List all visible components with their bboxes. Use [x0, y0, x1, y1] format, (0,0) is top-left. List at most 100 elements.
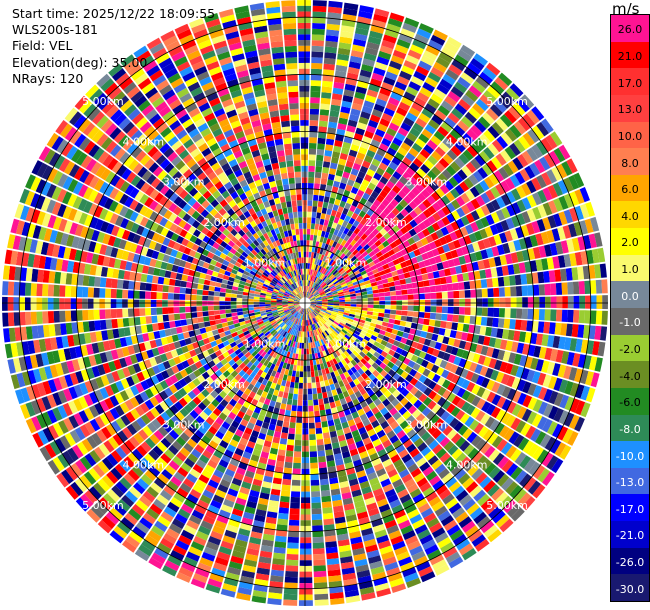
range-gate	[470, 307, 477, 316]
range-gate	[277, 366, 283, 374]
range-gate	[310, 228, 315, 235]
range-gate	[485, 202, 496, 214]
range-gate	[301, 463, 310, 469]
range-gate	[460, 215, 470, 226]
range-gate	[355, 27, 369, 36]
range-gate	[410, 276, 418, 283]
range-gate	[181, 360, 190, 369]
range-gate	[341, 567, 355, 575]
range-gate	[359, 319, 366, 324]
range-gate	[323, 314, 330, 319]
range-gate	[343, 408, 351, 416]
range-gate	[454, 141, 466, 153]
range-gate	[336, 128, 346, 136]
range-gate	[344, 508, 356, 517]
range-gate	[400, 337, 408, 344]
range-gate	[474, 154, 486, 167]
range-gate	[395, 132, 406, 142]
range-gate	[254, 406, 262, 414]
range-gate	[201, 551, 216, 562]
range-gate	[320, 333, 325, 339]
range-gate	[278, 390, 284, 398]
range-gate	[189, 488, 202, 499]
range-gate	[322, 426, 329, 434]
range-gate	[332, 330, 339, 336]
range-gate	[401, 185, 411, 195]
range-gate	[282, 297, 289, 300]
range-gate	[396, 416, 406, 425]
range-gate	[410, 341, 419, 349]
range-gate	[327, 272, 333, 278]
range-gate	[249, 315, 256, 320]
range-gate	[201, 435, 212, 445]
range-gate	[289, 381, 295, 388]
range-gate	[84, 380, 94, 393]
range-gate	[97, 519, 112, 534]
velocity-rays	[2, 0, 608, 606]
range-gate	[288, 328, 293, 334]
range-gate	[162, 565, 177, 577]
range-gate	[543, 388, 553, 403]
range-gate	[319, 351, 325, 358]
range-gate	[336, 342, 343, 349]
range-gate	[387, 468, 398, 478]
range-gate	[284, 461, 293, 469]
range-gate	[379, 189, 388, 199]
range-gate	[196, 311, 203, 318]
range-gate	[165, 351, 173, 360]
range-gate	[315, 284, 320, 290]
range-gate	[282, 317, 288, 322]
range-gate	[213, 562, 228, 572]
range-gate	[79, 382, 89, 395]
range-gate	[187, 453, 199, 464]
range-gate	[113, 503, 127, 516]
range-gate	[356, 421, 365, 430]
range-gate	[378, 288, 385, 293]
range-gate	[279, 408, 286, 416]
range-gate	[475, 207, 486, 219]
range-gate	[309, 120, 319, 127]
range-gate	[104, 245, 113, 257]
range-gate	[123, 473, 136, 486]
range-gate	[354, 363, 361, 371]
range-gate	[321, 307, 328, 310]
range-gate	[301, 154, 308, 161]
range-gate	[197, 283, 204, 290]
range-gate	[125, 490, 138, 503]
range-gate	[310, 298, 316, 301]
range-gate	[447, 91, 461, 103]
range-gate	[309, 359, 314, 366]
range-gate	[470, 158, 482, 170]
range-gate	[220, 313, 227, 319]
range-gate	[335, 317, 342, 322]
range-gate	[513, 434, 525, 448]
range-gate	[175, 411, 185, 422]
range-gate	[457, 76, 471, 89]
range-gate	[307, 377, 312, 383]
range-gate	[26, 385, 36, 401]
range-gate	[287, 301, 294, 303]
range-gate	[38, 338, 47, 352]
range-gate	[224, 330, 232, 336]
range-gate	[168, 358, 176, 367]
range-gate	[511, 215, 521, 228]
range-gate	[228, 324, 235, 330]
range-gate	[483, 524, 499, 538]
range-gate	[432, 271, 440, 279]
range-gate	[416, 275, 423, 282]
range-gate	[329, 252, 335, 259]
range-gate	[251, 333, 258, 339]
range-gate	[290, 496, 300, 503]
range-gate	[340, 556, 353, 564]
range-gate	[310, 324, 314, 331]
range-gate	[392, 137, 403, 147]
range-gate	[247, 325, 254, 331]
range-gate	[167, 501, 180, 513]
range-gate	[377, 416, 386, 425]
range-gate	[277, 293, 284, 297]
range-gate	[231, 289, 238, 294]
range-gate	[579, 203, 590, 219]
range-gate	[569, 207, 579, 222]
range-gate	[373, 577, 388, 587]
range-gate	[237, 290, 244, 295]
